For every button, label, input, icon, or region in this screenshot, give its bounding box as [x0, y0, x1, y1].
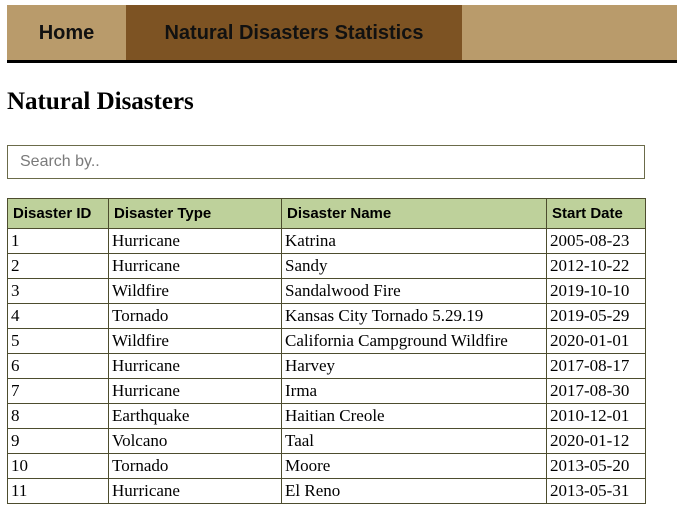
cell-start-date: 2017-08-30: [546, 378, 646, 404]
cell-disaster-id: 11: [7, 478, 109, 504]
cell-start-date: 2017-08-17: [546, 353, 646, 379]
cell-start-date: 2013-05-20: [546, 453, 646, 479]
table-body: 1 Hurricane Katrina 2005-08-23 2 Hurricane San…: [7, 228, 646, 504]
cell-start-date: 2013-05-31: [546, 478, 646, 504]
table-row: 9 Volcano Taal 2020-01-12: [7, 428, 646, 454]
cell-disaster-id: 8: [7, 403, 109, 429]
cell-disaster-type: Volcano: [108, 428, 282, 454]
cell-disaster-id: 7: [7, 378, 109, 404]
disasters-table: Disaster ID Disaster Type Disaster Name …: [7, 198, 646, 504]
cell-disaster-type: Hurricane: [108, 478, 282, 504]
cell-start-date: 2010-12-01: [546, 403, 646, 429]
top-navbar: Home Natural Disasters Statistics: [7, 5, 677, 63]
column-header-disaster-id[interactable]: Disaster ID: [7, 198, 109, 229]
cell-disaster-type: Hurricane: [108, 228, 282, 254]
table-row: 8 Earthquake Haitian Creole 2010-12-01: [7, 403, 646, 429]
cell-disaster-name: Taal: [281, 428, 547, 454]
cell-disaster-name: Kansas City Tornado 5.29.19: [281, 303, 547, 329]
cell-disaster-id: 3: [7, 278, 109, 304]
cell-disaster-name: Sandy: [281, 253, 547, 279]
cell-disaster-name: Irma: [281, 378, 547, 404]
table-row: 1 Hurricane Katrina 2005-08-23: [7, 228, 646, 254]
table-row: 7 Hurricane Irma 2017-08-30: [7, 378, 646, 404]
cell-disaster-type: Hurricane: [108, 378, 282, 404]
table-row: 4 Tornado Kansas City Tornado 5.29.19 2019-…: [7, 303, 646, 329]
cell-disaster-name: Katrina: [281, 228, 547, 254]
cell-disaster-type: Tornado: [108, 453, 282, 479]
cell-disaster-type: Earthquake: [108, 403, 282, 429]
cell-disaster-id: 9: [7, 428, 109, 454]
table-row: 10 Tornado Moore 2013-05-20: [7, 453, 646, 479]
search-input[interactable]: [7, 145, 645, 179]
cell-disaster-name: Harvey: [281, 353, 547, 379]
cell-disaster-name: California Campground Wildfire: [281, 328, 547, 354]
table-row: 3 Wildfire Sandalwood Fire 2019-10-10: [7, 278, 646, 304]
cell-disaster-id: 1: [7, 228, 109, 254]
table-row: 5 Wildfire California Campground Wildfire 2…: [7, 328, 646, 354]
table-row: 2 Hurricane Sandy 2012-10-22: [7, 253, 646, 279]
cell-disaster-name: Sandalwood Fire: [281, 278, 547, 304]
cell-disaster-id: 4: [7, 303, 109, 329]
cell-start-date: 2012-10-22: [546, 253, 646, 279]
cell-disaster-type: Tornado: [108, 303, 282, 329]
cell-disaster-type: Wildfire: [108, 328, 282, 354]
nav-natural-disasters-statistics-link[interactable]: Natural Disasters Statistics: [126, 5, 462, 60]
cell-disaster-id: 10: [7, 453, 109, 479]
cell-start-date: 2020-01-12: [546, 428, 646, 454]
cell-disaster-type: Wildfire: [108, 278, 282, 304]
cell-disaster-name: Haitian Creole: [281, 403, 547, 429]
cell-disaster-id: 5: [7, 328, 109, 354]
page-title: Natural Disasters: [7, 88, 194, 115]
cell-disaster-id: 6: [7, 353, 109, 379]
cell-start-date: 2005-08-23: [546, 228, 646, 254]
table-row: 11 Hurricane El Reno 2013-05-31: [7, 478, 646, 504]
cell-disaster-type: Hurricane: [108, 253, 282, 279]
column-header-disaster-name[interactable]: Disaster Name: [281, 198, 547, 229]
cell-start-date: 2019-05-29: [546, 303, 646, 329]
cell-disaster-name: Moore: [281, 453, 547, 479]
cell-disaster-type: Hurricane: [108, 353, 282, 379]
cell-disaster-id: 2: [7, 253, 109, 279]
column-header-disaster-type[interactable]: Disaster Type: [108, 198, 282, 229]
nav-home-link[interactable]: Home: [38, 22, 95, 44]
table-header-row: Disaster ID Disaster Type Disaster Name …: [7, 198, 646, 229]
cell-disaster-name: El Reno: [281, 478, 547, 504]
cell-start-date: 2020-01-01: [546, 328, 646, 354]
table-row: 6 Hurricane Harvey 2017-08-17: [7, 353, 646, 379]
column-header-start-date[interactable]: Start Date: [546, 198, 646, 229]
cell-start-date: 2019-10-10: [546, 278, 646, 304]
